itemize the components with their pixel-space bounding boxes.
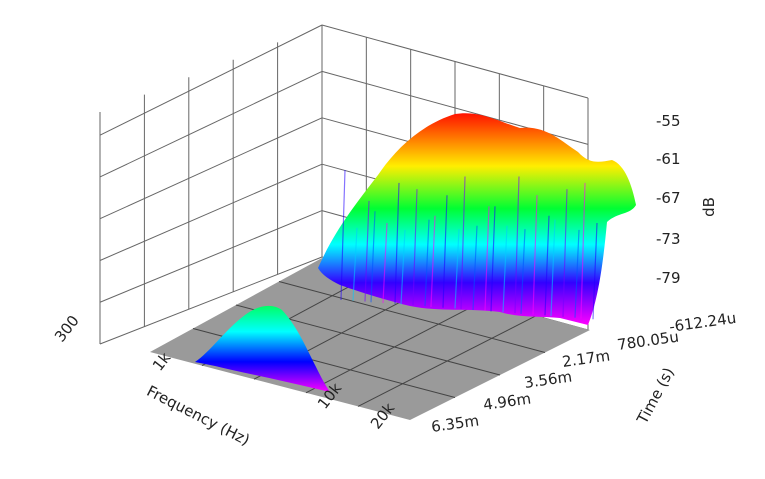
surface-streak	[430, 215, 436, 307]
surface-streak	[460, 176, 466, 310]
grid-line	[99, 210, 323, 303]
z-tick-label: -67	[656, 189, 681, 207]
grid-line	[321, 24, 589, 99]
surface-streak	[472, 225, 478, 311]
surface-streak	[382, 222, 388, 304]
y-tick-label: -612.24u	[668, 309, 737, 336]
surface-streak	[580, 182, 586, 319]
y-tick-label: 780.05u	[616, 328, 680, 354]
z-tick-label: -79	[656, 269, 681, 287]
surface-streak	[340, 169, 346, 301]
floor-plane	[150, 258, 590, 420]
surface-streak	[442, 195, 448, 308]
surface-streak	[574, 229, 580, 318]
main-ridge	[318, 113, 636, 326]
z-tick-label: -61	[656, 150, 681, 168]
z-tick-label: -55	[656, 112, 681, 130]
grid-line	[99, 117, 323, 220]
surface-streak	[490, 206, 496, 312]
z-tick-label: -73	[656, 230, 681, 248]
x-tick-label: 300	[51, 312, 83, 346]
z-axis-ticks: -55 -61 -67 -73 -79	[656, 112, 681, 287]
secondary-ridge	[195, 305, 330, 392]
z-axis-label: dB	[700, 197, 718, 217]
surface-streak	[364, 200, 370, 302]
y-tick-label: 4.96m	[482, 389, 532, 414]
surface-streak	[424, 219, 430, 307]
surface-streak	[544, 215, 550, 316]
grid-line	[99, 24, 323, 136]
surface-streak	[532, 195, 538, 315]
grid-line	[99, 256, 323, 345]
surface-streak	[370, 211, 376, 303]
surface-streak	[400, 229, 406, 305]
surface-streak	[514, 176, 520, 314]
surface-streak	[394, 182, 400, 304]
surface-streak	[592, 223, 598, 320]
y-tick-label: 6.35m	[430, 411, 480, 436]
surface-streak	[550, 219, 556, 317]
y-axis-label: Time (s)	[633, 364, 678, 427]
surface-streak	[454, 229, 460, 309]
surface-streak	[412, 189, 418, 306]
surface-streak	[502, 225, 508, 313]
surface-streak	[520, 229, 526, 314]
grid-line	[99, 163, 323, 261]
surface-streak	[352, 227, 358, 301]
grid-line	[99, 70, 323, 178]
floor-grid-line	[278, 281, 546, 353]
surface-streak	[562, 189, 568, 317]
surface-streak	[484, 206, 490, 311]
x-axis-label: Frequency (Hz)	[144, 382, 253, 449]
y-tick-label: 3.56m	[523, 367, 573, 392]
